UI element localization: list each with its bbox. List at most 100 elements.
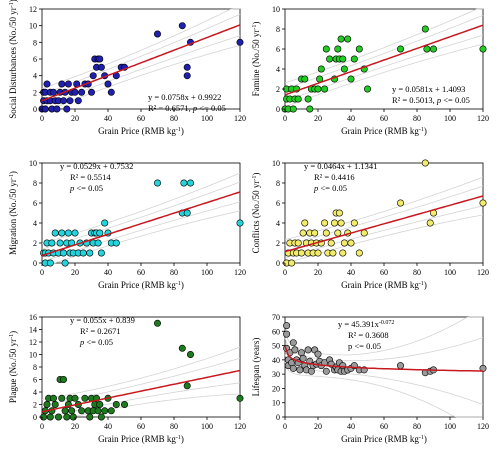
data-point	[339, 55, 347, 63]
data-point	[314, 85, 322, 93]
data-point	[97, 63, 105, 71]
data-point	[326, 55, 334, 63]
y-tick-label: 6	[33, 376, 37, 385]
y-tick-label: 0	[33, 413, 37, 422]
x-tick-label: 120	[477, 114, 489, 123]
data-point	[311, 229, 319, 237]
x-axis-label: Grain Price (RMB kg-1)	[341, 434, 427, 444]
x-tick-label: 20	[71, 114, 79, 123]
data-point	[49, 394, 57, 402]
data-point	[51, 229, 59, 237]
x-tick-label: 20	[314, 422, 322, 431]
x-tick-label: 20	[71, 422, 79, 431]
p-value-text: p <= 0.05	[79, 337, 113, 347]
data-point	[61, 407, 69, 415]
x-tick-label: 40	[347, 114, 355, 123]
y-tick-label: 8	[33, 363, 37, 372]
regression-line	[41, 369, 241, 413]
data-point	[335, 209, 343, 217]
data-point	[350, 219, 358, 227]
y-tick-label: 2	[276, 239, 280, 248]
regression-line	[41, 191, 241, 257]
y-tick-label: 60	[272, 327, 280, 336]
y-axis-label: Famine (No./50 yr-1)	[251, 22, 261, 97]
data-point	[396, 199, 404, 207]
y-tick-label: 4	[33, 219, 37, 228]
equation-text: y = 0.0581x + 1.4093	[392, 84, 465, 94]
data-point	[314, 249, 322, 257]
data-point	[46, 259, 54, 267]
data-point	[154, 30, 162, 38]
x-tick-label: 60	[380, 422, 388, 431]
data-point	[43, 80, 51, 88]
data-point	[59, 375, 67, 383]
y-tick-label: 6	[33, 55, 37, 64]
data-point	[236, 394, 244, 402]
data-point	[350, 55, 358, 63]
y-tick-label: 4	[33, 388, 37, 397]
data-point	[51, 400, 59, 408]
data-point	[94, 407, 102, 415]
x-axis-label: Grain Price (RMB kg-1)	[341, 280, 427, 290]
data-point	[112, 400, 120, 408]
data-point	[86, 249, 94, 257]
data-point	[347, 75, 355, 83]
data-point	[396, 362, 404, 370]
y-axis-label: Lifespan (years)	[251, 338, 261, 397]
data-point	[79, 249, 87, 257]
data-point	[304, 346, 312, 354]
data-point	[321, 85, 329, 93]
data-point	[294, 239, 302, 247]
data-point	[187, 179, 195, 187]
plot-frame	[41, 162, 241, 264]
data-point	[289, 339, 297, 347]
x-tick-label: 100	[201, 268, 213, 277]
data-point	[187, 350, 195, 358]
chart-panel-1: 0 20 40 60 80 100 120 0 2 4 6 8 10 12 Grain Price (RMB…	[8, 0, 246, 136]
y-tick-label: 0	[276, 259, 280, 268]
confidence-band-upper	[284, 185, 484, 246]
y-tick-label: 10	[272, 159, 280, 168]
data-point	[334, 229, 342, 237]
regression-line	[41, 24, 241, 102]
confidence-band-lower-outer	[42, 210, 241, 264]
data-point	[63, 105, 71, 113]
chart-panel-2: 0 20 40 60 80 100 120 0 2 4 6 8 10 Grain Price (RMB k…	[251, 5, 489, 136]
data-point	[299, 354, 307, 362]
y-tick-label: 4	[33, 72, 37, 81]
regression-line	[284, 24, 484, 96]
x-tick-label: 40	[347, 422, 355, 431]
y-tick-label: 10	[29, 22, 37, 31]
data-point	[54, 413, 62, 421]
data-point	[339, 249, 347, 257]
y-axis-label: Social Disturbances (No./50 yr-1)	[8, 0, 18, 119]
r-squared-text: R² = 0.6571, p <= 0.05	[148, 103, 226, 113]
x-tick-label: 100	[201, 114, 213, 123]
data-point	[154, 319, 162, 327]
y-tick-label: 16	[29, 313, 37, 322]
data-point	[289, 105, 297, 113]
x-tick-label: 120	[234, 268, 246, 277]
y-tick-label: 4	[276, 65, 280, 74]
chart-panel-6: 0 20 40 60 80 100 120 0 10 20 30 40 50 60 70 Grain Pric…	[251, 313, 489, 444]
y-tick-label: 14	[29, 326, 37, 335]
data-point	[321, 219, 329, 227]
data-point	[88, 88, 96, 96]
data-point	[49, 88, 57, 96]
x-tick-label: 80	[413, 268, 421, 277]
data-point	[112, 239, 120, 247]
y-tick-label: 6	[276, 45, 280, 54]
data-point	[178, 344, 186, 352]
data-point	[288, 259, 296, 267]
plot-frame	[284, 8, 484, 110]
y-tick-label: 0	[276, 105, 280, 114]
equation-text: y = 0.0464x + 1.1341	[304, 161, 377, 171]
data-point	[317, 65, 325, 73]
regression-line	[284, 346, 484, 372]
data-point	[97, 249, 105, 257]
data-point	[71, 394, 79, 402]
data-point	[421, 159, 429, 167]
confidence-band-upper-outer	[284, 176, 484, 241]
x-tick-label: 80	[413, 114, 421, 123]
